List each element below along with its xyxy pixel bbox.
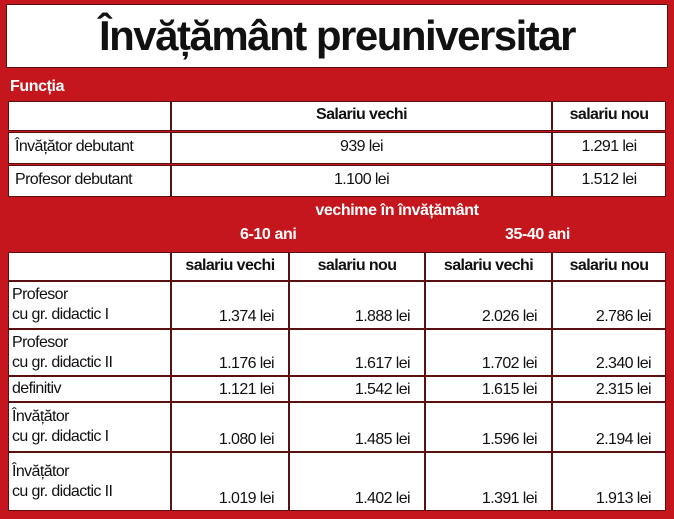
row-label-cell: Profesor cu gr. didactic II <box>8 329 171 376</box>
value-cell: 1.485 lei <box>289 402 425 452</box>
column-header: salariu nou <box>569 106 649 123</box>
value: 1.121 lei <box>218 381 275 398</box>
value: 1.542 lei <box>354 381 411 398</box>
row-label: definitiv <box>12 380 61 397</box>
value: 1.617 lei <box>354 355 411 372</box>
value: 2.786 lei <box>595 308 652 325</box>
value-cell: 1.617 lei <box>289 329 425 376</box>
value: 2.194 lei <box>595 431 652 448</box>
value: 1.080 lei <box>218 431 275 448</box>
value: 1.615 lei <box>481 381 538 398</box>
column-header: Salariu vechi <box>316 106 408 123</box>
value: 2.340 lei <box>595 355 652 372</box>
column-header-cell: salariu vechi <box>171 252 289 281</box>
row-label-cell: Învățător cu gr. didactic II <box>8 452 171 511</box>
row-label: Învățător debutant <box>15 138 134 155</box>
value: 2.315 lei <box>595 381 652 398</box>
row-label: cu gr. didactic I <box>12 306 109 323</box>
row-label: Profesor <box>12 286 68 303</box>
value-cell: 939 lei <box>171 132 552 164</box>
value: 1.291 lei <box>581 138 637 155</box>
blank-cell <box>8 252 171 281</box>
value: 1.702 lei <box>481 355 538 372</box>
value: 1.512 lei <box>581 171 637 188</box>
column-header-cell: salariu nou <box>552 101 666 131</box>
value-cell: 1.019 lei <box>171 452 289 511</box>
row-label-cell: Profesor cu gr. didactic I <box>8 281 171 329</box>
blank-cell <box>8 101 171 131</box>
value-cell: 2.315 lei <box>552 376 666 402</box>
value-cell: 1.391 lei <box>425 452 552 511</box>
value-cell: 2.026 lei <box>425 281 552 329</box>
row-label-cell: Profesor debutant <box>8 165 171 197</box>
group-label: 35-40 ani <box>505 226 570 243</box>
column-header: salariu nou <box>317 256 397 274</box>
value: 1.019 lei <box>218 490 275 507</box>
value-cell: 1.402 lei <box>289 452 425 511</box>
value-cell: 2.340 lei <box>552 329 666 376</box>
column-header: salariu nou <box>569 256 649 274</box>
value-cell: 1.291 lei <box>552 132 666 164</box>
value-cell: 1.176 lei <box>171 329 289 376</box>
column-header-cell: salariu vechi <box>425 252 552 281</box>
value-cell: 1.512 lei <box>552 165 666 197</box>
row-label: cu gr. didactic I <box>12 428 109 445</box>
row-label-cell: Învățător debutant <box>8 132 171 164</box>
value: 1.596 lei <box>481 431 538 448</box>
value: 1.402 lei <box>354 490 411 507</box>
row-label: cu gr. didactic II <box>12 353 113 371</box>
column-header-cell: Salariu vechi <box>171 101 552 131</box>
column-header-cell: salariu nou <box>289 252 425 281</box>
section-label: Funcția <box>10 78 65 95</box>
value: 1.913 lei <box>595 490 652 507</box>
column-header: salariu vechi <box>443 256 534 274</box>
value: 1.374 lei <box>218 308 275 325</box>
value-cell: 1.121 lei <box>171 376 289 402</box>
value: 1.176 lei <box>218 355 275 372</box>
value: 1.485 lei <box>354 431 411 448</box>
section-label: vechime în învățământ <box>315 202 479 219</box>
row-label: Învățător <box>12 408 69 425</box>
value-cell: 1.542 lei <box>289 376 425 402</box>
value: 1.888 lei <box>354 308 411 325</box>
value-cell: 1.374 lei <box>171 281 289 329</box>
column-header-cell: salariu nou <box>552 252 666 281</box>
value: 1.391 lei <box>481 490 538 507</box>
value: 1.100 lei <box>333 171 390 188</box>
value-cell: 2.194 lei <box>552 402 666 452</box>
value-cell: 1.596 lei <box>425 402 552 452</box>
value: 2.026 lei <box>481 308 538 325</box>
value-cell: 1.913 lei <box>552 452 666 511</box>
value-cell: 1.100 lei <box>171 165 552 197</box>
row-label: Învățător <box>12 462 69 480</box>
row-label: Profesor debutant <box>15 171 133 188</box>
column-header: salariu vechi <box>185 256 275 274</box>
row-label-cell: Învățător cu gr. didactic I <box>8 402 171 452</box>
value-cell: 1.080 lei <box>171 402 289 452</box>
row-label: cu gr. didactic II <box>12 482 113 500</box>
row-label: Profesor <box>12 333 68 351</box>
group-label: 6-10 ani <box>240 226 297 243</box>
value-cell: 1.702 lei <box>425 329 552 376</box>
row-label-cell: definitiv <box>8 376 171 402</box>
value: 939 lei <box>340 138 384 155</box>
title: Învățământ preuniversitar <box>6 4 668 68</box>
value-cell: 1.615 lei <box>425 376 552 402</box>
value-cell: 1.888 lei <box>289 281 425 329</box>
value-cell: 2.786 lei <box>552 281 666 329</box>
